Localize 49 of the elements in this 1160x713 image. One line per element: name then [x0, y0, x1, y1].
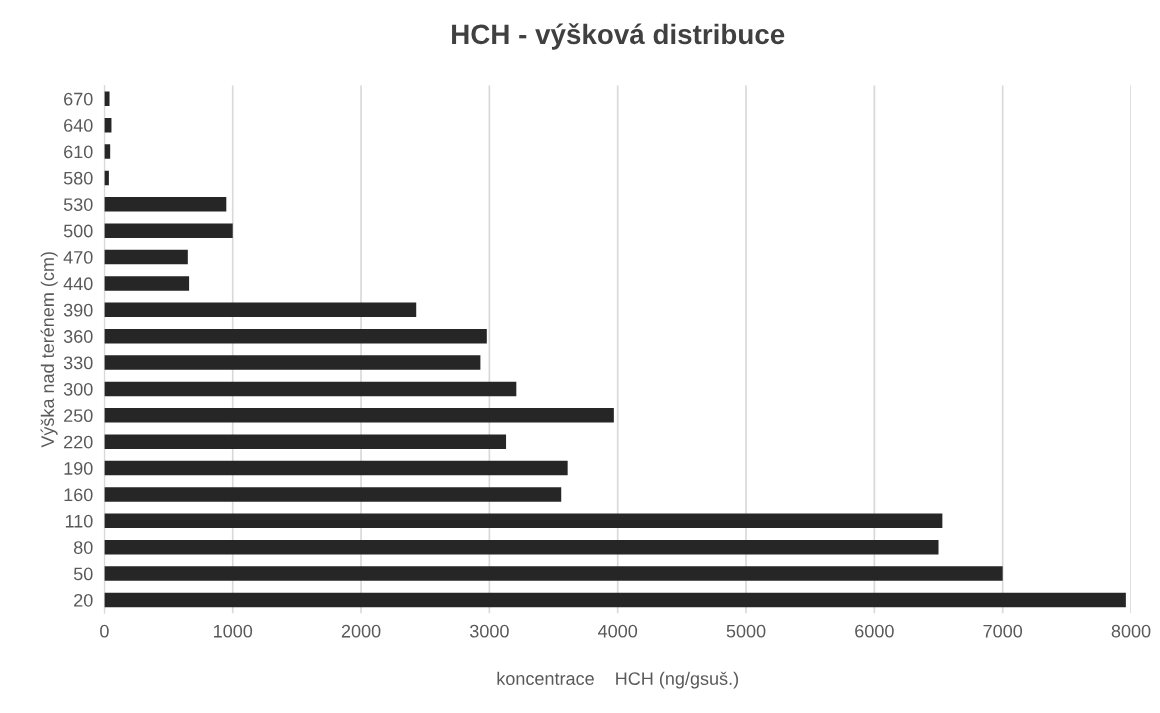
bar	[104, 91, 110, 107]
y-tick-label: 330	[63, 356, 93, 370]
x-tick-label: 1000	[214, 624, 253, 638]
bar	[104, 460, 568, 476]
bar	[104, 408, 614, 423]
x-tick-label: 3000	[469, 624, 509, 638]
y-tick-label: 360	[63, 330, 93, 343]
y-tick-label: 580	[63, 171, 93, 185]
x-tick-label: 8000	[1111, 624, 1151, 638]
x-axis-title: koncentrace HCH (ng/gsuš.)	[497, 671, 739, 689]
bar	[104, 434, 507, 449]
bar	[104, 592, 1126, 608]
y-axis-title: Výška nad terénem (cm)	[40, 252, 58, 448]
bar	[104, 223, 233, 238]
bar	[104, 197, 227, 212]
y-tick-label: 500	[63, 224, 93, 238]
x-tick-label: 4000	[598, 624, 638, 638]
y-tick-label: 440	[63, 277, 93, 291]
bar	[104, 328, 487, 344]
y-tick-label: 220	[64, 435, 93, 449]
bar	[104, 249, 188, 265]
x-tick-label: 7000	[983, 624, 1023, 638]
bar	[104, 539, 939, 555]
bar	[104, 381, 517, 397]
y-tick-label: 390	[63, 303, 93, 317]
y-tick-label: 110	[65, 514, 93, 528]
y-tick-label: 640	[64, 119, 93, 132]
y-tick-label: 20	[74, 593, 93, 607]
chart-title: HCH - výšková distribuce	[452, 23, 785, 50]
y-tick-label: 190	[64, 462, 93, 475]
y-tick-label: 530	[63, 198, 93, 211]
bar	[104, 513, 943, 529]
bar	[104, 487, 562, 502]
bar	[104, 355, 481, 370]
x-tick-label: 2000	[341, 624, 381, 638]
y-tick-label: 250	[64, 409, 93, 423]
y-tick-label: 670	[64, 92, 93, 106]
y-tick-label: 160	[64, 488, 93, 502]
y-tick-label: 610	[64, 145, 93, 159]
y-tick-label: 470	[63, 250, 93, 264]
x-tick-label: 6000	[855, 624, 894, 638]
bar	[104, 276, 190, 291]
bar	[104, 302, 417, 318]
bar	[104, 566, 1003, 581]
x-tick-label: 5000	[726, 624, 766, 638]
y-tick-label: 300	[63, 382, 93, 396]
x-tick-label: 0	[100, 624, 109, 638]
y-tick-label: 50	[73, 567, 93, 581]
y-tick-label: 80	[73, 541, 93, 554]
